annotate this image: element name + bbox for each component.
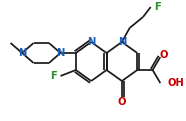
Text: OH: OH xyxy=(167,78,184,88)
Text: N: N xyxy=(18,48,26,58)
Text: N: N xyxy=(56,48,65,58)
Text: F: F xyxy=(50,71,57,81)
Text: O: O xyxy=(118,97,126,107)
Text: F: F xyxy=(155,2,161,12)
Text: O: O xyxy=(160,50,168,60)
Text: N: N xyxy=(87,37,95,47)
Text: N: N xyxy=(118,37,126,47)
